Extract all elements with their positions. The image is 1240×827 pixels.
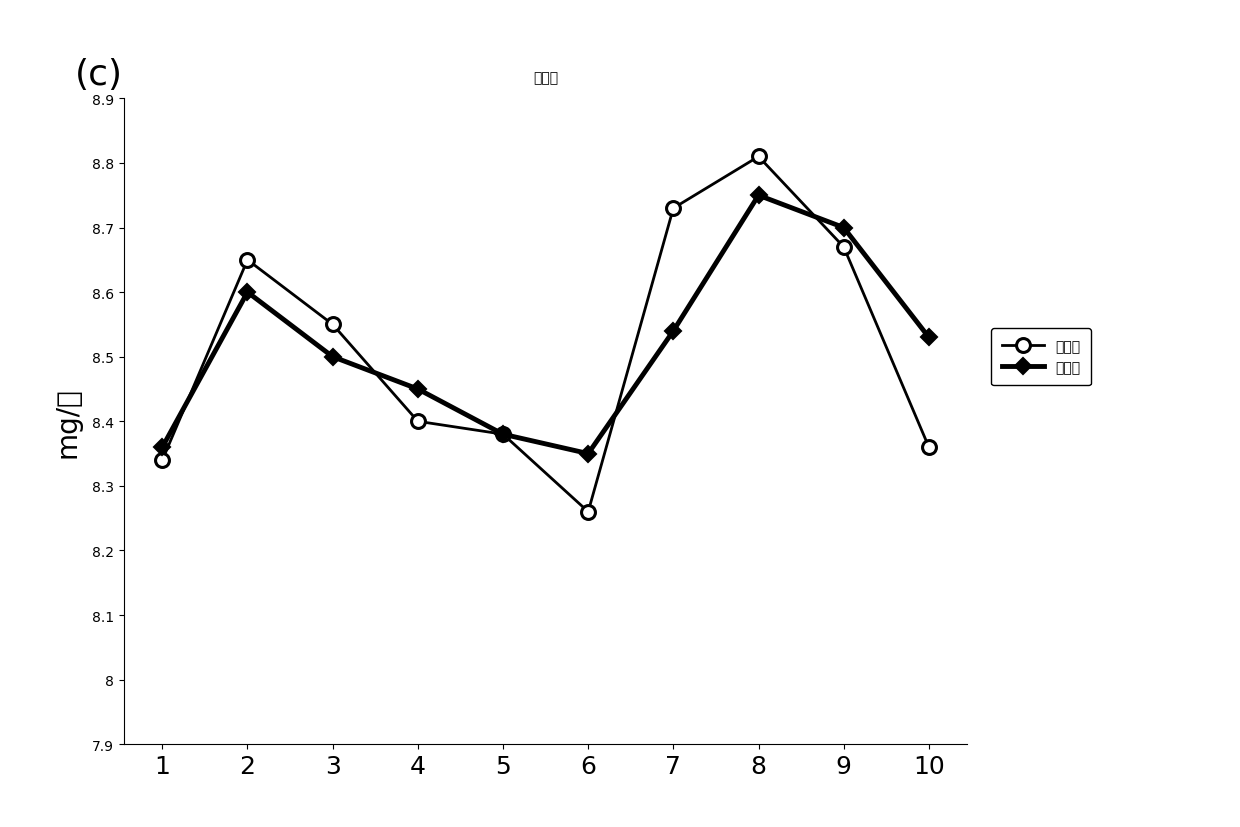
预测値 [580,449,595,459]
预测値 [836,223,851,233]
Y-axis label: mg/片: mg/片 [53,386,81,457]
真实値 [580,507,595,517]
真实値 [155,456,170,466]
Line: 预测値: 预测値 [156,190,935,460]
真实値 [496,430,511,440]
真实値 [241,256,255,265]
预测値 [921,333,936,343]
预测値 [241,288,255,298]
Title: 甘草酸: 甘草酸 [533,72,558,85]
真实値 [325,320,340,330]
Line: 真实値: 真实値 [155,151,936,519]
预测値 [666,327,681,337]
真实値 [410,417,425,427]
真实値 [666,204,681,214]
Legend: 真实値, 预测値: 真实値, 预测値 [991,328,1091,386]
预测値 [410,385,425,394]
Text: (c): (c) [74,58,123,92]
预测値 [325,352,340,362]
真实値 [751,152,766,162]
预测値 [751,191,766,201]
预测値 [155,442,170,452]
真实値 [836,242,851,252]
预测値 [496,430,511,440]
真实値 [921,442,936,452]
